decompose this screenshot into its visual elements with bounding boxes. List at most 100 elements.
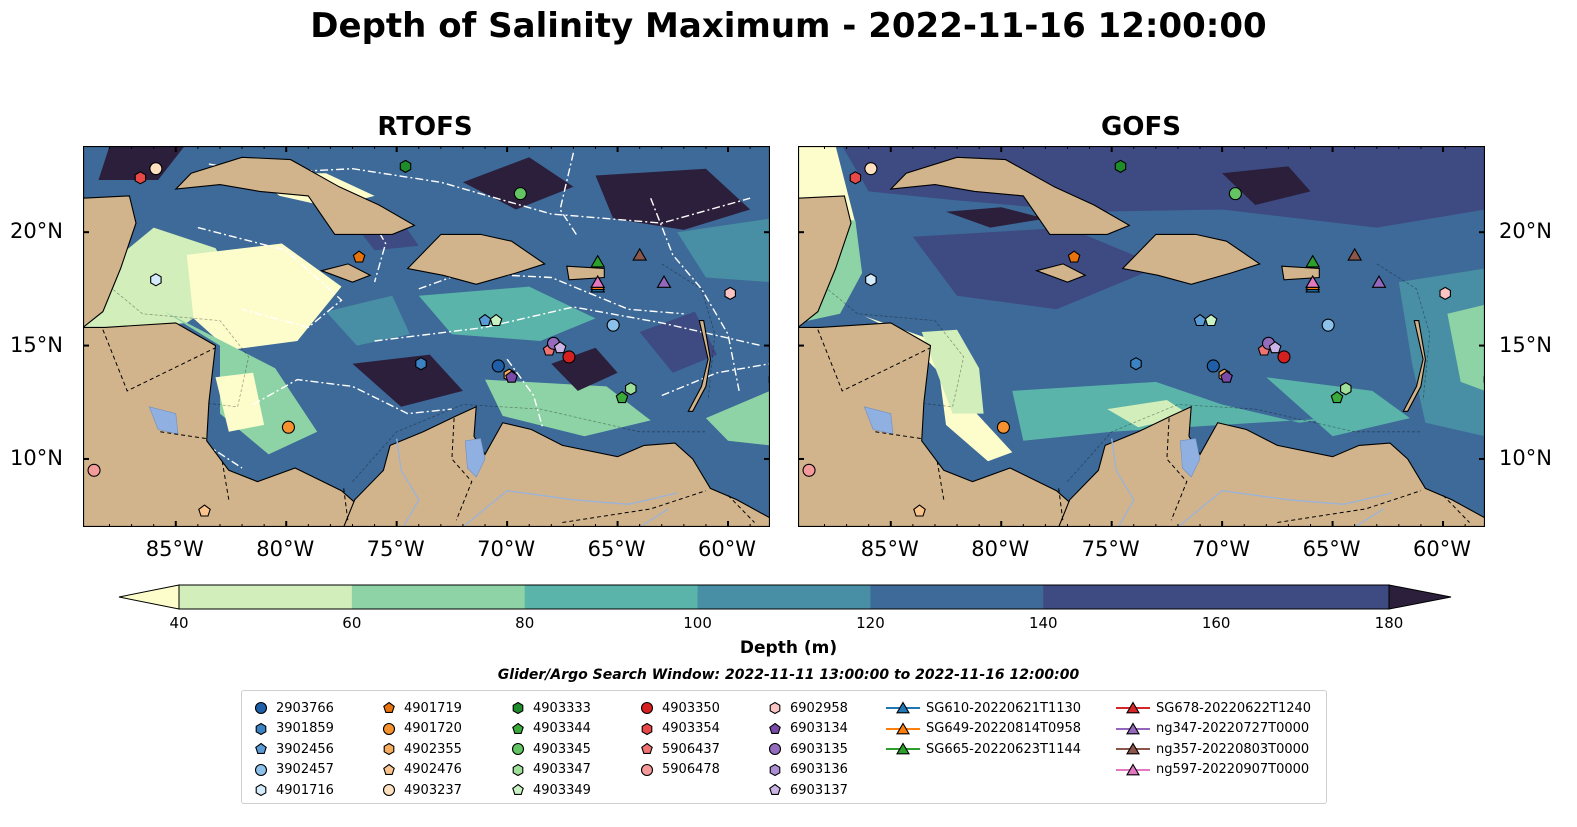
- obs-marker-4903350: [562, 350, 576, 364]
- white-contour: [197, 226, 343, 329]
- legend-swatch: [641, 722, 653, 735]
- legend-marker: [512, 783, 524, 795]
- legend-entry: 4903350: [638, 698, 720, 718]
- obs-marker-3902457: [1321, 318, 1335, 332]
- legend-entry: ng357-20220803T0000: [1116, 739, 1309, 759]
- depth-contour: [824, 286, 965, 408]
- legend-label: 4903345: [533, 741, 591, 757]
- land-jamaica: [1034, 263, 1087, 283]
- legend-marker: [382, 783, 396, 797]
- legend-label: 6903136: [790, 762, 848, 777]
- x-tick-label: 70°W: [477, 537, 536, 561]
- legend-marker: [1126, 721, 1140, 734]
- legend-label: SG678-20220622T1240: [1156, 700, 1312, 716]
- obs-marker-ng347-20220727T0000: [656, 275, 672, 288]
- legend-entry: ng597-20220907T0000: [1116, 760, 1309, 780]
- colorbar-label: Depth (m): [739, 638, 838, 658]
- obs-marker-4903354: [134, 171, 147, 185]
- legend-label: 4903349: [533, 782, 591, 798]
- legend-entry: 5906478: [638, 760, 720, 780]
- legend-marker: [640, 701, 654, 715]
- obs-marker-6903137: [1268, 341, 1282, 354]
- legend-entry: 4903333: [509, 698, 591, 718]
- legend-marker: [641, 742, 653, 754]
- legend-swatch: [255, 722, 267, 735]
- legend-marker: [768, 742, 782, 756]
- legend-marker: [255, 742, 267, 754]
- field-region: [595, 168, 751, 230]
- legend-marker: [383, 701, 395, 713]
- legend-label: 3902457: [276, 762, 334, 777]
- x-tick-label: 85°W: [860, 537, 919, 561]
- legend-marker: [383, 763, 395, 775]
- legend-entry: 6903134: [766, 719, 848, 739]
- country-border: [875, 431, 922, 440]
- obs-marker-3902456: [478, 313, 492, 327]
- legend-swatch: [640, 701, 654, 715]
- legend-marker: [254, 701, 268, 715]
- country-border: [160, 431, 207, 440]
- legend-entry: 4903354: [638, 719, 720, 739]
- country-border: [1058, 488, 1064, 523]
- legend-entry: 4901719: [380, 698, 462, 718]
- legend-swatch: [1116, 762, 1150, 775]
- obs-marker-6902958: [1439, 286, 1451, 301]
- obs-marker-4902476: [198, 504, 211, 517]
- country-border: [1442, 494, 1470, 523]
- legend-swatch: [641, 742, 653, 754]
- colorbar-tick-label: 100: [683, 614, 712, 632]
- legend-label: SG649-20220814T0958: [926, 721, 1082, 736]
- colorbar-tick-label: 180: [1374, 614, 1404, 632]
- colorbar-segment: [351, 585, 526, 609]
- legend-label: 6903134: [790, 721, 848, 736]
- colorbar-frame: [178, 584, 1390, 610]
- legend-label: SG610-20220621T1130: [926, 700, 1082, 716]
- legend-entry: 6903137: [766, 780, 848, 800]
- obs-marker-4901719: [352, 250, 366, 263]
- legend-marker: [382, 722, 396, 735]
- colorbar-tick-label: 120: [856, 614, 885, 632]
- legend-entry: 3902457: [252, 760, 334, 780]
- colorbar-segment: [1216, 585, 1390, 609]
- legend-marker: [255, 783, 267, 797]
- legend-swatch: [382, 783, 396, 797]
- legend-label: 4903344: [533, 721, 591, 736]
- obs-marker-4901720: [996, 420, 1010, 434]
- legend-swatch: [512, 763, 524, 776]
- legend: 2903766 3901859 3902456 3902457 4901716 49017…: [241, 690, 1327, 804]
- x-tick-label: 60°W: [698, 537, 757, 561]
- y-tick-label-right: 15°N: [1499, 332, 1552, 357]
- legend-entry: 3902456: [252, 739, 334, 759]
- legend-label: 4902355: [404, 741, 462, 757]
- legend-label: 5906437: [662, 741, 720, 757]
- obs-marker-4903237: [149, 162, 163, 176]
- field-region: [946, 207, 1046, 228]
- colorbar-tick-label: 80: [515, 614, 535, 632]
- x-tick-label: 75°W: [1081, 537, 1140, 561]
- obs-marker-5906478: [802, 463, 816, 477]
- y-tick-label-left: 10°N: [10, 445, 63, 470]
- legend-swatch: [255, 783, 267, 797]
- field-region: [485, 379, 651, 437]
- legend-entry: 6903136: [766, 760, 848, 780]
- legend-swatch: [1116, 701, 1150, 714]
- legend-entry: SG610-20220621T1130: [886, 698, 1081, 718]
- land-puertorico: [1281, 265, 1320, 281]
- legend-entry: SG665-20220623T1144: [886, 739, 1081, 759]
- legend-label: 5906478: [662, 762, 720, 777]
- colorbar-tick-label: 140: [1028, 614, 1058, 632]
- legend-swatch: [383, 742, 395, 756]
- obs-marker-3902457: [606, 318, 620, 332]
- legend-swatch: [512, 701, 524, 715]
- legend-swatch: [1116, 742, 1150, 755]
- obs-marker-2903766: [491, 359, 505, 373]
- obs-marker-6902958: [724, 286, 736, 301]
- gofs-map: [798, 146, 1485, 527]
- y-tick-label-right: 10°N: [1499, 445, 1552, 470]
- colorbar-segment: [179, 585, 353, 609]
- river: [1177, 490, 1393, 527]
- obs-marker-4903344: [1330, 391, 1344, 404]
- country-border: [727, 494, 755, 523]
- depth-contour: [109, 286, 250, 408]
- legend-entry: 3901859: [252, 719, 334, 739]
